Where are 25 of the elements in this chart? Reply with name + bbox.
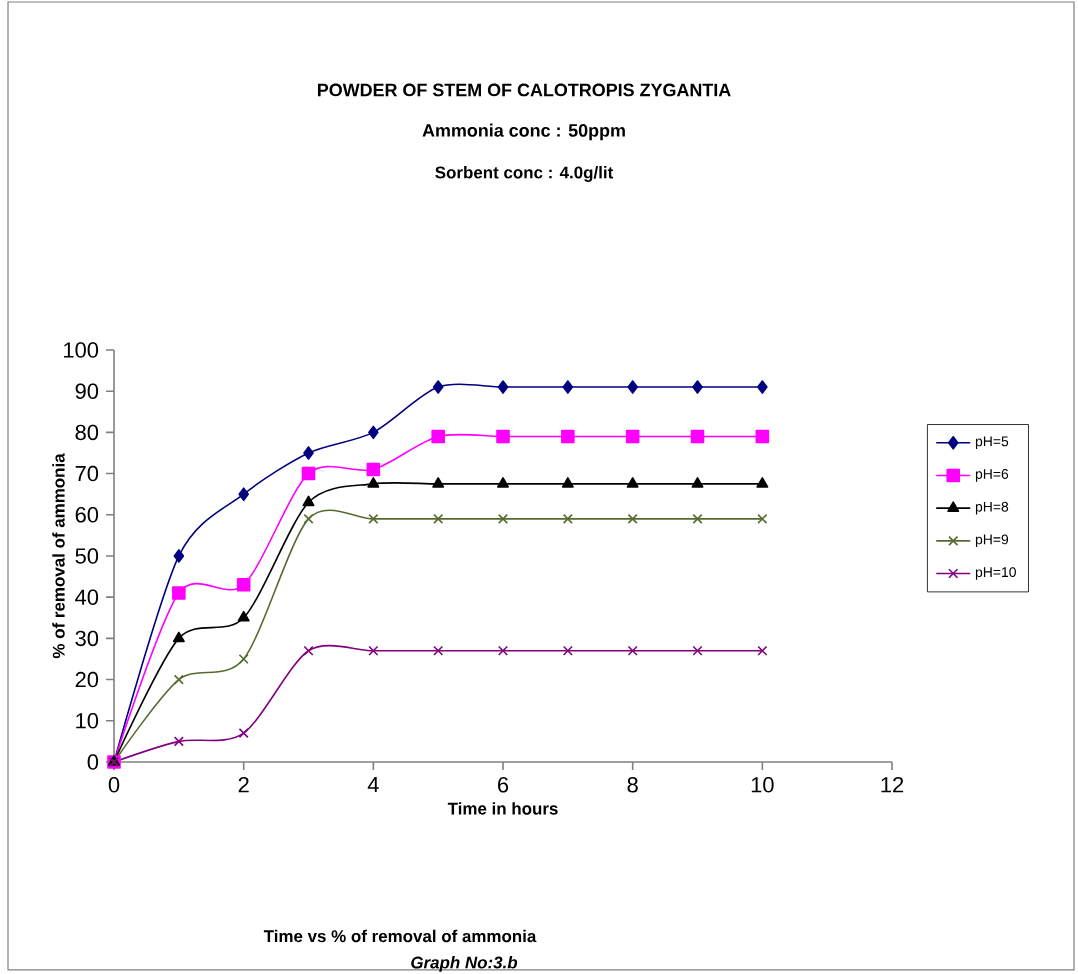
chart-title: POWDER OF STEM OF CALOTROPIS ZYGANTIA [317,83,731,97]
y-tick-label: 50 [75,548,99,564]
x-tick-label: 12 [881,777,904,793]
x-tick-label: 8 [627,777,638,793]
x-tick-label: 10 [751,777,774,793]
chart-subtitle: Ammonia conc : 50ppm [422,123,625,141]
text: Sorbent conc : 4.0g/lit [435,166,614,182]
x-tick-label: 4 [367,777,379,793]
y-tick-label: 90 [75,383,99,399]
y-tick-label: 40 [75,589,99,605]
y-tick-label: 10 [76,713,99,729]
text: Graph No:3.b [411,956,518,972]
y-tick-label: 60 [75,507,99,523]
text: Time vs % of removal of ammonia [263,929,537,943]
x-tick-label: 6 [498,777,509,793]
x-tick-label: 2 [238,777,249,793]
y-tick-label: 20 [75,671,99,688]
y-tick-label: 70 [75,465,99,482]
x-tick-label: 0 [108,777,120,793]
y-tick-label: 30 [75,630,99,647]
y-tick-label: 100 [64,342,99,358]
x-axis-title: Time in hours [447,802,558,815]
y-tick-label: 80 [75,424,99,441]
y-tick-label: 0 [87,754,99,770]
y-axis-title: % of removal of ammonia [52,453,65,659]
